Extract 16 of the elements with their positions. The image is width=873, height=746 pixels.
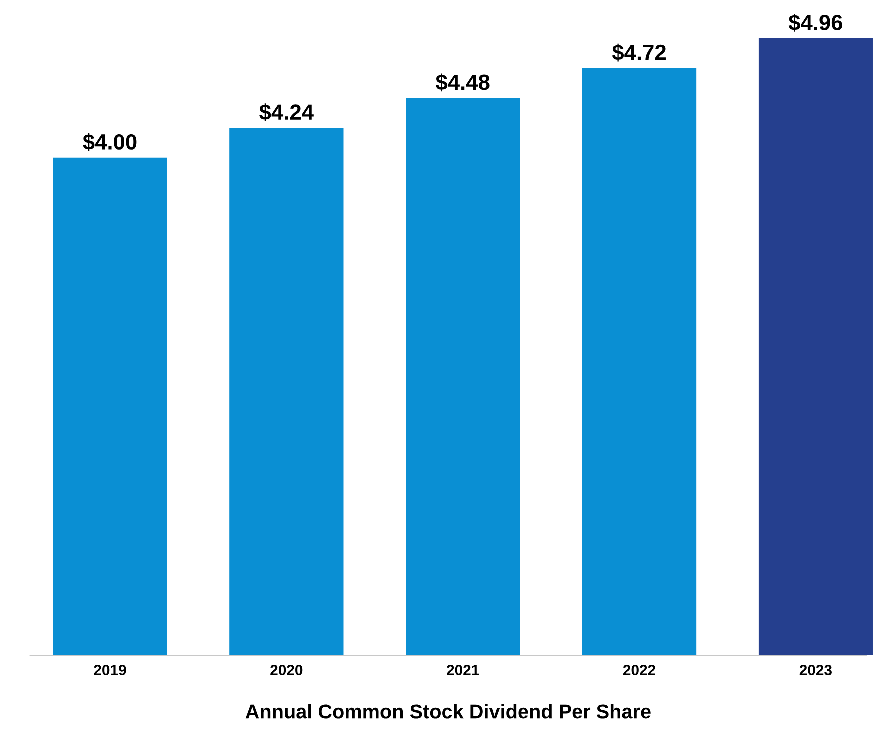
x-tick-label: 2023 (800, 665, 832, 676)
bar (230, 128, 344, 656)
data-label: $4.48 (436, 74, 490, 92)
bar (406, 98, 520, 656)
data-label: $4.24 (260, 104, 314, 122)
bar (582, 68, 697, 656)
bar (758, 38, 873, 656)
data-label: $4.72 (612, 44, 666, 62)
x-tick-label: 2020 (270, 665, 303, 676)
bar (53, 158, 168, 656)
data-label: $4.96 (788, 14, 842, 32)
x-tick-label: 2021 (447, 665, 480, 676)
x-tick-label: 2019 (94, 665, 126, 676)
x-tick-label: 2022 (623, 665, 656, 676)
data-label: $4.00 (83, 134, 137, 152)
x-axis-title: Annual Common Stock Dividend Per Share (246, 704, 651, 719)
